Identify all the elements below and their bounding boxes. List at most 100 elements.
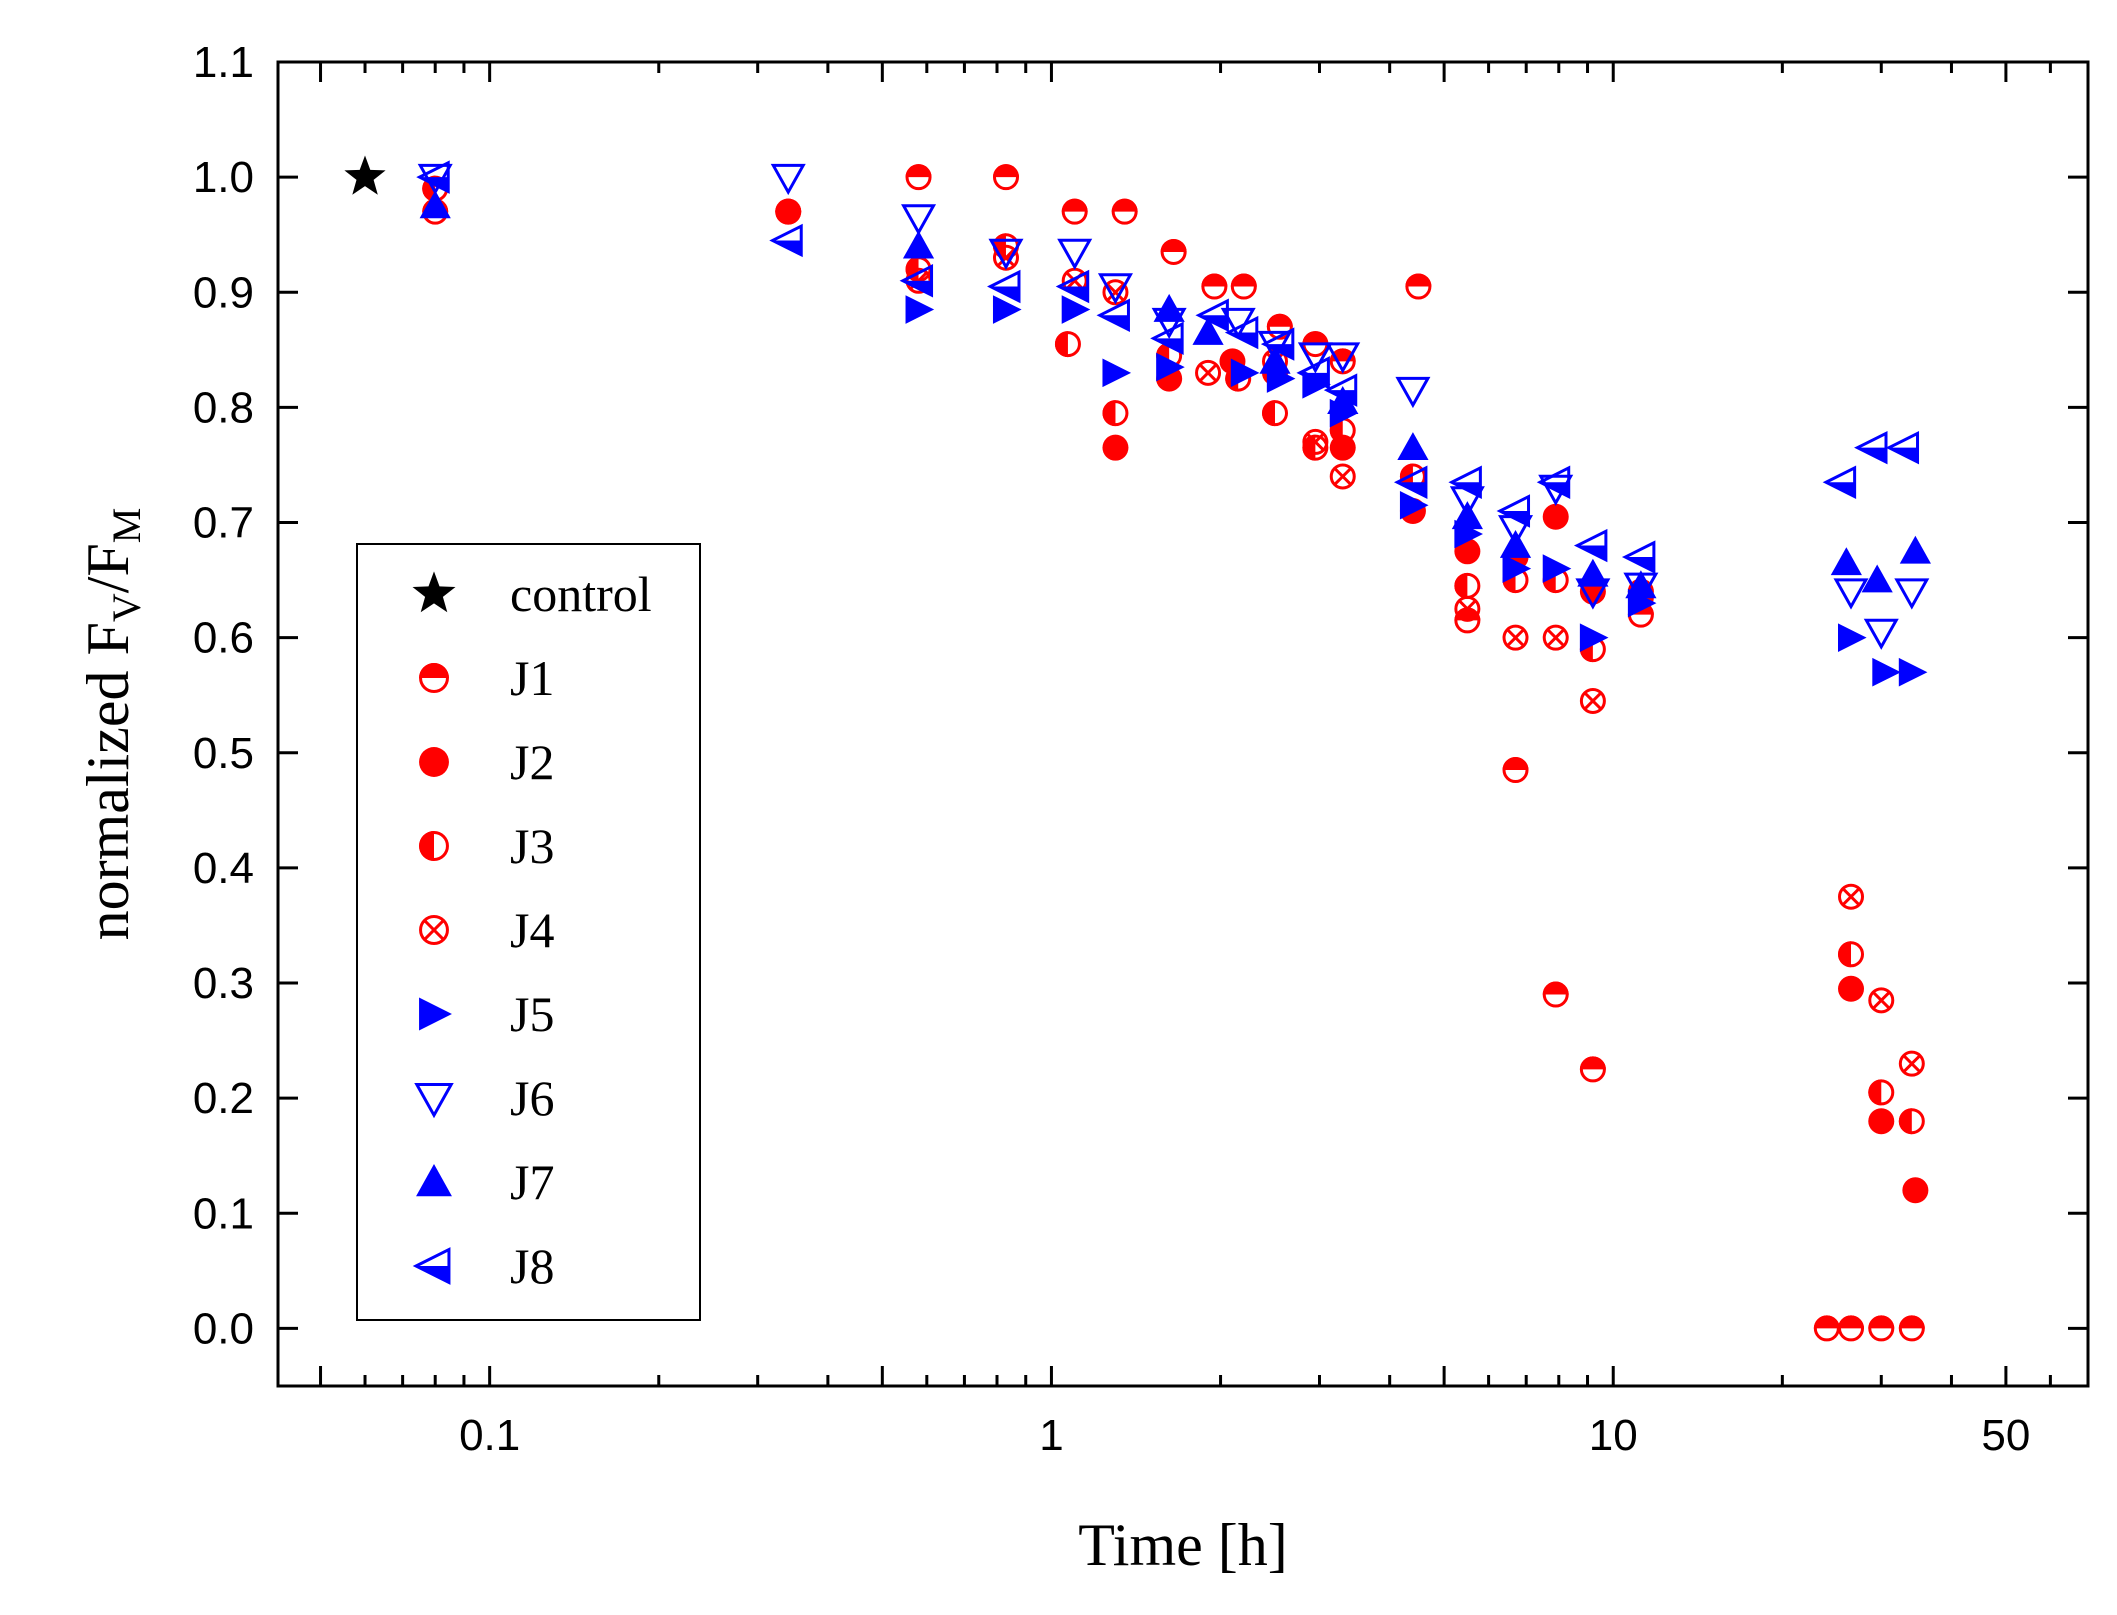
x-tick-label: 10 [1589, 1411, 1638, 1460]
data-point-j4 [1302, 428, 1329, 455]
legend-marker-j6 [414, 1083, 454, 1119]
data-point-j1 [1061, 198, 1088, 225]
data-point-j3 [1898, 1108, 1925, 1135]
plot-frame [276, 60, 2090, 1388]
data-point-j4 [1868, 987, 1895, 1014]
legend-marker-control [412, 571, 456, 613]
data-point-j2 [1102, 434, 1129, 461]
data-point-j7 [1259, 345, 1291, 374]
data-point-j6 [988, 238, 1024, 270]
data-point-j8 [769, 223, 803, 258]
y-axis-ticks: 0.0 0.1 0.2 0.3 0.4 0.5 0.6 0.7 0.8 0.9 1.0 1.1 [193, 38, 2088, 1353]
data-point-j1 [1266, 313, 1293, 340]
data-point-j8 [1296, 356, 1330, 390]
data-point-j7 [1499, 529, 1532, 558]
data-point-j8 [1150, 321, 1184, 356]
legend-marker-j5 [419, 997, 452, 1031]
y-axis-title-sub-m: M [104, 508, 149, 544]
data-point-j8 [1195, 298, 1229, 333]
legend-label-j1: J1 [510, 650, 554, 706]
data-point-j5 [1061, 295, 1091, 324]
data-point-j1 [1405, 273, 1432, 300]
data-point-j1 [1201, 273, 1228, 300]
data-point-j3 [1838, 941, 1865, 968]
legend-box [356, 543, 701, 1321]
data-point-j2 [1902, 1177, 1929, 1204]
data-point-j1 [1230, 273, 1257, 300]
data-point-j4 [1838, 883, 1865, 910]
data-point-j5 [1102, 358, 1132, 388]
data-point-j5 [1542, 554, 1572, 583]
y-axis-title: normalized FV/FM [75, 508, 149, 941]
data-point-j3 [1054, 331, 1081, 358]
data-point-j6 [1894, 578, 1930, 610]
data-point-j8 [1323, 373, 1358, 407]
y-tick-label: 0.1 [193, 1189, 254, 1238]
data-point-j3 [1262, 400, 1289, 427]
y-tick-label: 0.6 [193, 614, 254, 663]
data-point-j7 [1192, 316, 1224, 345]
data-point-j7 [1397, 432, 1429, 461]
data-point-j2 [1868, 1108, 1895, 1135]
data-point-j1 [1502, 757, 1529, 784]
data-point-j2 [775, 198, 802, 225]
y-tick-label: 0.2 [193, 1074, 254, 1123]
y-tick-label: 0.8 [193, 383, 254, 432]
data-point-j8 [1055, 269, 1090, 304]
legend-label-j4: J4 [510, 902, 554, 958]
legend-label-j3: J3 [510, 818, 554, 874]
legend-marker-j2 [419, 747, 449, 777]
data-point-j8 [1621, 540, 1656, 574]
data-point-j8 [1260, 327, 1295, 361]
data-point-j1 [1579, 1056, 1606, 1083]
data-point-j5 [1579, 623, 1609, 652]
legend-label-j6: J6 [510, 1070, 554, 1126]
data-point-j7 [1625, 570, 1657, 599]
data-point-j8 [987, 269, 1021, 304]
legend-label-j8: J8 [510, 1238, 554, 1294]
y-axis-title-sub-v: V [104, 593, 149, 622]
y-tick-label: 0.5 [193, 729, 254, 778]
data-point-j4 [1898, 1050, 1925, 1077]
data-point-j7 [1899, 535, 1931, 564]
legend-marker-j4 [419, 915, 449, 945]
data-point-j7 [1830, 547, 1862, 576]
data-point-j5 [1502, 554, 1532, 583]
data-point-j3 [1454, 572, 1481, 599]
y-axis-title-base: normalized F [75, 622, 141, 940]
legend-label-control: control [510, 566, 652, 622]
data-point-j4 [1329, 463, 1356, 490]
y-tick-label: 0.3 [193, 959, 254, 1008]
data-point-j7 [902, 230, 935, 259]
data-point-j8 [416, 160, 450, 194]
data-point-control [344, 155, 386, 195]
legend-marker-j1 [419, 663, 449, 693]
data-point-j8 [1393, 465, 1428, 499]
legend-marker-j3 [419, 831, 449, 861]
legend-marker-j7 [416, 1164, 452, 1197]
data-point-j4 [1454, 595, 1481, 622]
data-point-j5 [1838, 623, 1867, 652]
data-point-j6 [1297, 342, 1333, 374]
x-tick-label: 0.1 [459, 1411, 520, 1460]
data-point-j7 [419, 190, 451, 219]
data-point-j8 [1854, 430, 1888, 465]
data-point-j6 [1863, 618, 1899, 650]
data-point-j1 [905, 164, 932, 191]
data-point-j5 [992, 295, 1022, 324]
data-point-j8 [1496, 494, 1531, 528]
data-point-j6 [1395, 376, 1431, 409]
data-point-j4 [1542, 624, 1569, 651]
x-tick-label: 50 [1981, 1411, 2030, 1460]
data-points [344, 155, 1931, 1342]
data-point-j4 [1502, 624, 1529, 651]
data-point-j1 [1813, 1315, 1840, 1342]
data-point-j5 [1156, 352, 1185, 382]
data-point-j1 [1868, 1315, 1895, 1342]
data-point-j5 [1872, 657, 1901, 687]
data-point-j6 [1097, 273, 1133, 305]
data-point-j7 [1861, 564, 1893, 593]
data-point-j1 [1838, 1315, 1865, 1342]
legend-label-j7: J7 [510, 1154, 554, 1210]
